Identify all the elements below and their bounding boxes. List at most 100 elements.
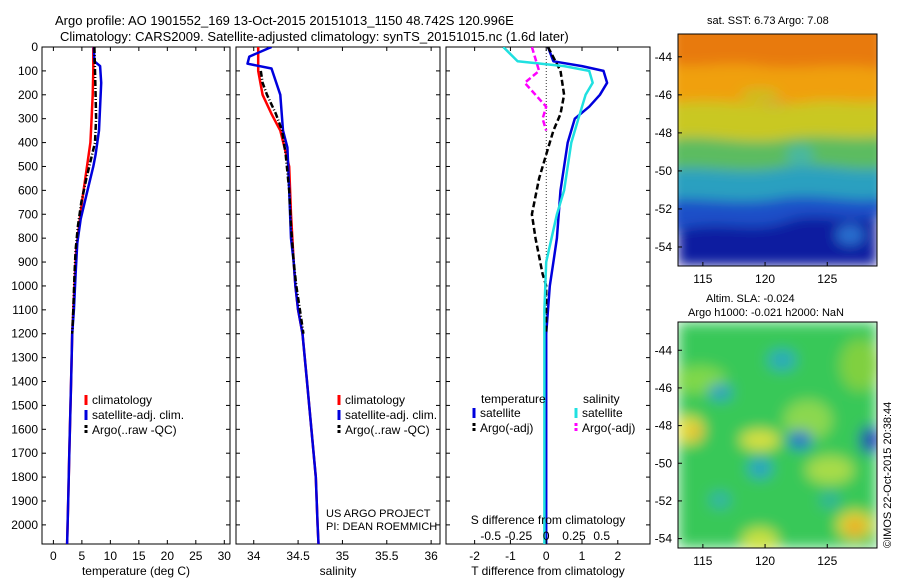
- x-tick-label: 35.5: [375, 549, 399, 563]
- difference-ticks: -2 -1 0 1 2 -0.5 -0.25 0 0.25 0.5: [446, 46, 650, 563]
- s-tick-label: -0.5: [480, 529, 501, 543]
- x-tick-label: 25: [189, 549, 203, 563]
- legend-label: climatology: [345, 393, 405, 407]
- sla-map-frame: [677, 321, 878, 549]
- salinity-ticks: 34 34.5 35 35.5 36: [236, 46, 440, 563]
- x-tick-label: 5: [79, 549, 86, 563]
- y-tick-label: 1900: [11, 494, 38, 508]
- sla-map-title: Altim. SLA: -0.024: [706, 293, 795, 305]
- legend-label: climatology: [92, 393, 152, 407]
- salinity-frame: [235, 46, 441, 545]
- y-tick-label: 1300: [11, 351, 38, 365]
- y-tick-label: 1700: [11, 446, 38, 460]
- sst-map-ticks: 115 120 125 -44 -46 -48 -50 -52 -54: [655, 50, 838, 286]
- map-y-tick-label: -52: [655, 494, 673, 508]
- difference-s-label: S difference from climatology: [471, 513, 626, 527]
- x-tick-label: 30: [218, 549, 232, 563]
- map-y-tick-label: -54: [655, 240, 673, 254]
- map-y-tick-label: -48: [655, 126, 673, 140]
- map-x-tick-label: 120: [755, 554, 775, 568]
- legend-label: Argo(-adj): [582, 421, 635, 435]
- y-tick-label: 600: [18, 183, 38, 197]
- x-tick-label: 35: [336, 549, 350, 563]
- header-line1: Argo profile: AO 1901552_169 13-Oct-2015…: [55, 13, 514, 28]
- legend-title-salinity: salinity: [583, 392, 620, 406]
- map-y-tick-label: -50: [655, 456, 673, 470]
- y-tick-label: 900: [18, 255, 38, 269]
- temperature-frame: [41, 46, 231, 545]
- y-tick-label: 500: [18, 159, 38, 173]
- series-argo-raw-qc-: [259, 70, 305, 334]
- sla-map-ticks: 115 120 125 -44 -46 -48 -50 -52 -54: [655, 343, 838, 568]
- y-tick-label: 1000: [11, 279, 38, 293]
- s-tick-label: -0.25: [505, 529, 533, 543]
- legend-label: Argo(..raw -QC): [345, 423, 430, 437]
- series-s-satellite: [502, 47, 594, 544]
- sla-map-image: [678, 322, 877, 548]
- y-tick-label: 200: [18, 88, 38, 102]
- y-tick-label: 300: [18, 112, 38, 126]
- y-tick-label: 0: [31, 40, 38, 54]
- series-t-argo-adj-: [530, 47, 566, 334]
- legend-title-temperature: temperature: [481, 392, 546, 406]
- map-x-tick-label: 125: [817, 554, 837, 568]
- legend-label: satellite-adj. clim.: [345, 408, 437, 422]
- sst-map-image: [678, 34, 877, 266]
- series-t-satellite: [544, 47, 609, 544]
- map-y-tick-label: -44: [655, 343, 673, 357]
- sst-map-title: sat. SST: 6.73 Argo: 7.08: [707, 15, 829, 27]
- y-tick-label: 400: [18, 136, 38, 150]
- s-tick-label: 0.25: [562, 529, 586, 543]
- x-tick-label: 34: [247, 549, 261, 563]
- x-tick-label: 34.5: [286, 549, 310, 563]
- s-tick-label: 0: [543, 529, 550, 543]
- salinity-panel: 34 34.5 35 35.5 36 salinity climatologysatel…: [235, 46, 441, 578]
- x-tick-label: 0: [543, 549, 550, 563]
- map-y-tick-label: -48: [655, 419, 673, 433]
- difference-lines: [502, 47, 609, 544]
- temperature-ticks: 0100200300400500600700800900100011001200…: [11, 40, 231, 563]
- map-x-tick-label: 125: [817, 272, 837, 286]
- map-y-tick-label: -52: [655, 202, 673, 216]
- y-tick-label: 1500: [11, 398, 38, 412]
- y-tick-label: 100: [18, 64, 38, 78]
- sst-map-frame: [677, 33, 878, 267]
- x-tick-label: 0: [50, 549, 57, 563]
- header-line2: Climatology: CARS2009. Satellite-adjuste…: [60, 29, 569, 44]
- difference-xlabel: T difference from climatology: [471, 564, 625, 578]
- credit-pi: PI: DEAN ROEMMICH: [326, 521, 437, 533]
- temperature-panel: 0100200300400500600700800900100011001200…: [11, 40, 231, 578]
- legend-label: Argo(-adj): [480, 421, 533, 435]
- map-y-tick-label: -46: [655, 88, 673, 102]
- series-satellite-adj-clim-: [246, 47, 320, 544]
- map-y-tick-label: -50: [655, 164, 673, 178]
- legend-label: satellite: [480, 406, 521, 420]
- legend-label: Argo(..raw -QC): [92, 423, 177, 437]
- sst-map-panel: sat. SST: 6.73 Argo: 7.08 115 120 125 -44 -4…: [655, 15, 878, 286]
- x-tick-label: 10: [104, 549, 118, 563]
- map-y-tick-label: -44: [655, 50, 673, 64]
- y-tick-label: 700: [18, 207, 38, 221]
- map-x-tick-label: 120: [755, 272, 775, 286]
- map-x-tick-label: 115: [693, 272, 712, 286]
- y-tick-label: 1600: [11, 422, 38, 436]
- temperature-xlabel: temperature (deg C): [82, 564, 190, 578]
- x-tick-label: 15: [132, 549, 146, 563]
- map-y-tick-label: -54: [655, 532, 673, 546]
- temperature-lines: [65, 47, 103, 544]
- series-argo-raw-qc-: [70, 47, 98, 334]
- sla-map-panel: Altim. SLA: -0.024 Argo h1000: -0.021 h2…: [655, 293, 878, 568]
- map-y-tick-label: -46: [655, 381, 673, 395]
- x-tick-label: -2: [469, 549, 480, 563]
- x-tick-label: 2: [614, 549, 621, 563]
- difference-legend: temperature salinitysatelliteArgo(-adj)sa…: [472, 392, 635, 435]
- map-x-tick-label: 115: [693, 554, 712, 568]
- watermark: ©IMOS 22-Oct-2015 20:38:44: [882, 402, 894, 548]
- y-tick-label: 2000: [11, 518, 38, 532]
- sla-map-subtitle: Argo h1000: -0.021 h2000: NaN: [688, 307, 844, 319]
- y-tick-label: 1100: [12, 303, 38, 317]
- x-tick-label: 36: [424, 549, 438, 563]
